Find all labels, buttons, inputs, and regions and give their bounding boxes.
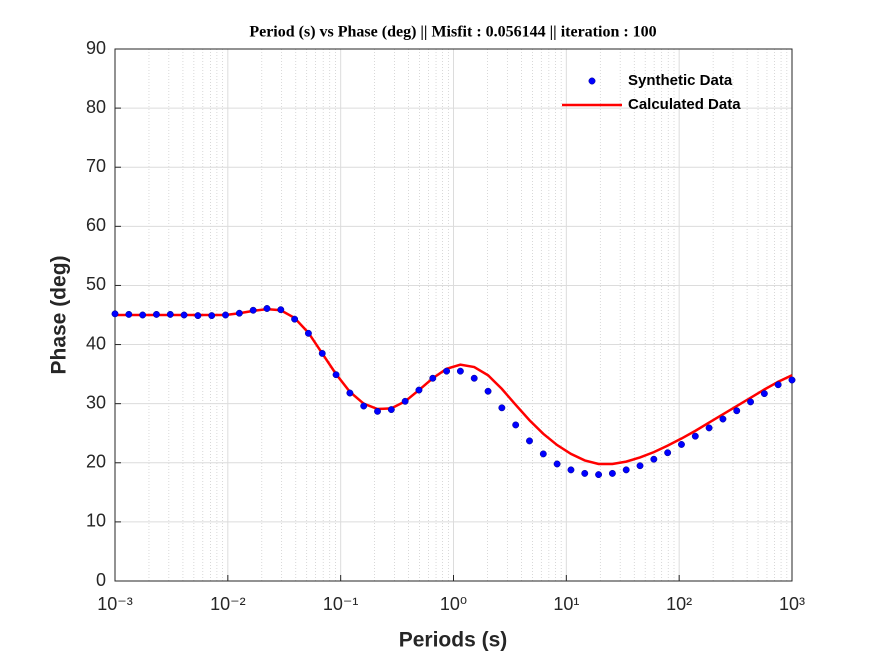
data-point: [429, 374, 437, 382]
data-point: [360, 402, 368, 410]
data-point: [208, 312, 216, 320]
x-tick-label: 10²: [666, 594, 692, 614]
y-tick-label: 40: [86, 333, 106, 353]
data-point: [705, 424, 713, 432]
chart-title: Period (s) vs Phase (deg) || Misfit : 0.…: [249, 24, 656, 41]
data-point: [512, 421, 520, 429]
y-tick-label: 80: [86, 97, 106, 117]
data-point: [581, 469, 589, 477]
data-point: [346, 389, 354, 397]
data-point: [595, 471, 603, 479]
data-point: [636, 462, 644, 470]
x-axis-label: Periods (s): [399, 629, 508, 652]
data-point: [153, 310, 160, 318]
x-tick-label: 10⁰: [440, 594, 467, 614]
x-tick-label: 10⁻¹: [323, 594, 359, 614]
y-tick-label: 0: [96, 570, 106, 590]
data-point: [318, 349, 326, 357]
data-point: [374, 407, 381, 415]
data-point: [747, 398, 755, 406]
data-point: [443, 367, 451, 375]
data-point: [733, 407, 741, 415]
legend-marker: [588, 77, 596, 85]
legend-label: Calculated Data: [628, 96, 741, 113]
data-point: [180, 311, 188, 319]
data-point: [332, 371, 340, 379]
data-point: [553, 460, 561, 468]
data-point: [456, 367, 464, 375]
data-point: [222, 311, 229, 319]
data-point: [719, 415, 727, 423]
legend-label: Synthetic Data: [628, 72, 733, 89]
data-point: [664, 449, 672, 457]
data-point: [387, 406, 395, 414]
data-point: [650, 455, 658, 463]
data-point: [415, 386, 423, 394]
data-point: [622, 466, 630, 474]
data-point: [263, 305, 271, 312]
x-tick-label: 10⁻²: [210, 594, 246, 614]
data-point: [498, 404, 506, 412]
data-point: [235, 309, 243, 317]
y-axis-label: Phase (deg): [48, 255, 71, 374]
y-tick-label: 20: [86, 452, 106, 472]
data-point: [760, 390, 768, 398]
data-point: [470, 374, 478, 382]
data-point: [304, 329, 312, 337]
y-tick-label: 30: [86, 392, 106, 412]
data-point: [194, 312, 202, 320]
data-point: [401, 397, 409, 405]
data-point: [166, 310, 174, 318]
data-point: [111, 310, 119, 318]
y-tick-label: 90: [86, 38, 106, 58]
data-point: [691, 432, 699, 440]
data-point: [788, 376, 796, 384]
x-tick-label: 10⁻³: [97, 594, 133, 614]
y-tick-label: 60: [86, 215, 106, 235]
data-point: [774, 381, 782, 389]
x-tick-label: 10¹: [553, 594, 579, 614]
y-tick-label: 50: [86, 274, 106, 294]
data-point: [291, 315, 299, 323]
y-tick-label: 10: [86, 511, 106, 531]
data-point: [567, 466, 575, 474]
data-point: [526, 437, 533, 445]
data-point: [249, 306, 257, 314]
data-point: [125, 310, 133, 318]
data-point: [484, 387, 492, 395]
data-point: [678, 441, 685, 448]
y-tick-label: 70: [86, 156, 106, 176]
data-point: [139, 311, 147, 319]
data-point: [608, 469, 616, 477]
data-point: [539, 450, 547, 458]
data-point: [277, 306, 285, 314]
x-tick-label: 10³: [779, 594, 805, 614]
